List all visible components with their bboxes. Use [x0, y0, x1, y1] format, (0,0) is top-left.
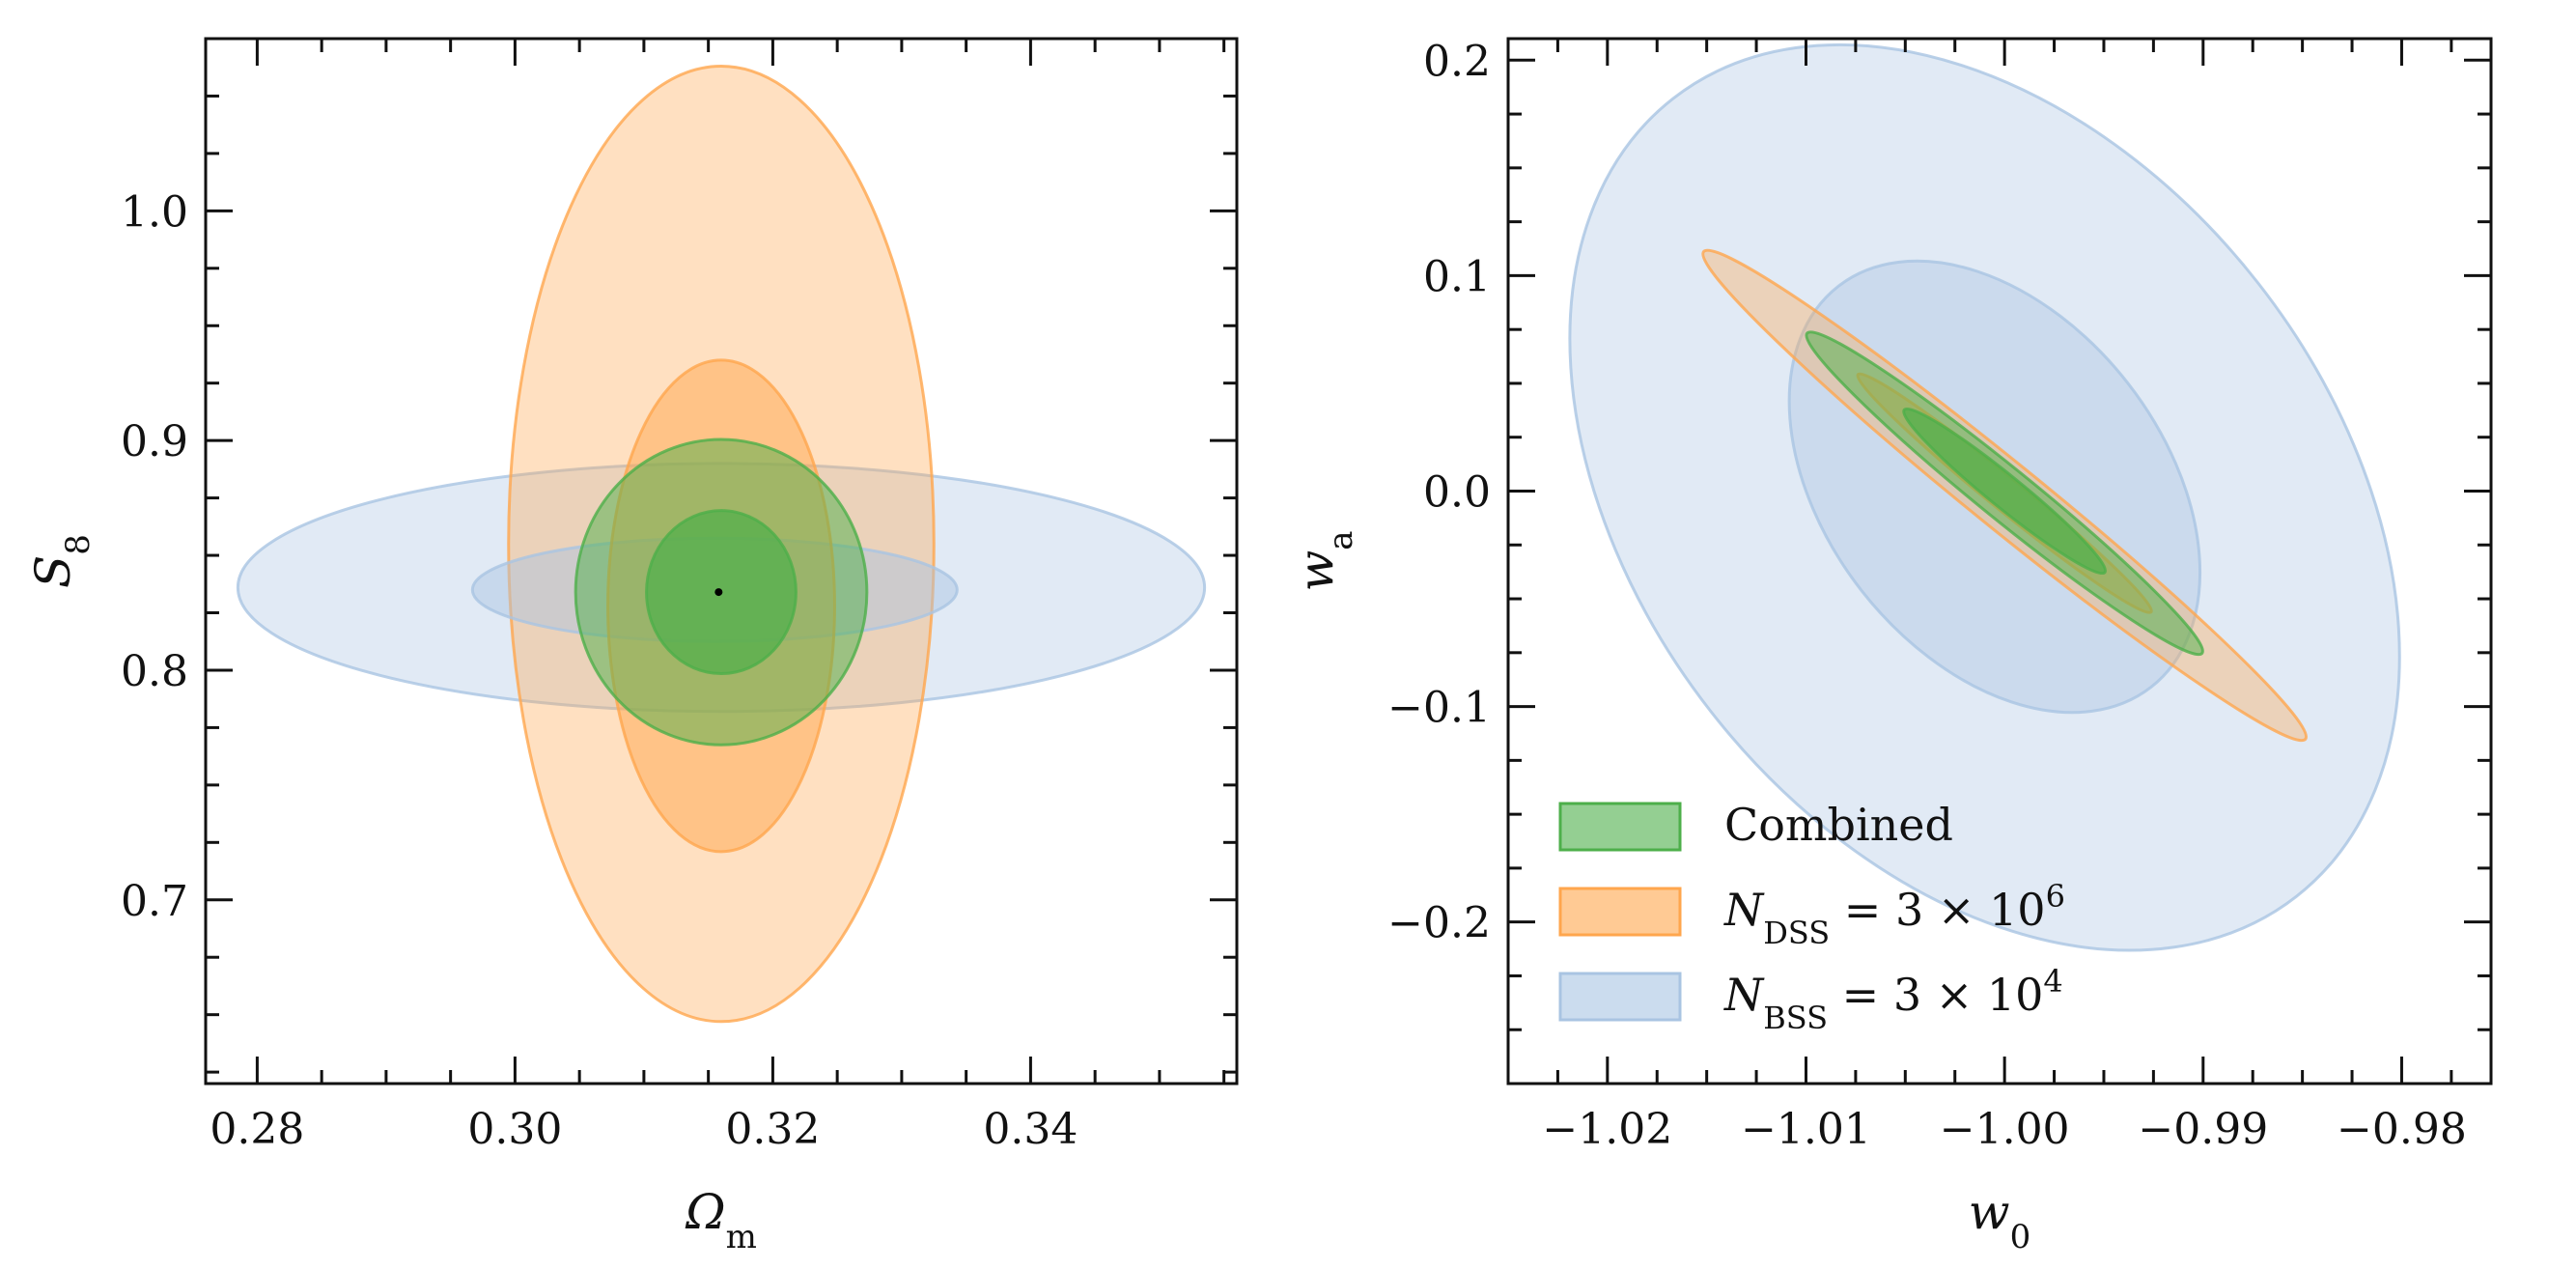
x-tick-label: 0.30: [467, 1105, 562, 1154]
x-tick-label: 0.32: [725, 1105, 820, 1154]
y-tick-label: 1.0: [121, 187, 188, 237]
legend-swatch-dss: [1558, 887, 1682, 937]
contour-combined-68: [1902, 407, 2108, 576]
legend-label-bss: NBSS = 3 × 104: [1723, 963, 2063, 1036]
legend-label-combined: Combined: [1724, 799, 1953, 851]
x-axis-label: w0: [1969, 1184, 2030, 1256]
y-tick-label: 0.7: [121, 877, 188, 926]
y-axis-label: wa: [1288, 530, 1360, 591]
x-tick-label: −0.98: [2337, 1105, 2467, 1154]
x-tick-label: −0.99: [2138, 1105, 2268, 1154]
legend-swatch-bss: [1558, 972, 1682, 1022]
x-tick-label: 0.28: [210, 1105, 304, 1154]
y-tick-label: 0.8: [121, 647, 188, 696]
y-tick-label: 0.9: [121, 417, 188, 466]
chart-panel-right: −1.02 −1.01 −1.00 −0.99 −0.98 −0.2 −0.1 0.0 0.1 0…: [1288, 37, 2493, 1256]
fiducial-point: [714, 588, 723, 597]
axes-frame: [1506, 37, 2493, 1086]
y-tick-label: 0.2: [1423, 37, 1491, 86]
x-tick-label: −1.00: [1940, 1105, 2070, 1154]
x-axis-label: Ωm: [685, 1184, 757, 1256]
legend-swatch-combined: [1558, 802, 1682, 852]
y-tick-label: 0.0: [1423, 467, 1491, 517]
legend-label-dss: NDSS = 3 × 106: [1723, 878, 2065, 951]
y-tick-label: 0.1: [1423, 252, 1491, 301]
y-tick-label: −0.1: [1387, 684, 1491, 733]
legend: Combined NDSS = 3 × 106 NBSS = 3 × 104: [1558, 799, 2065, 1036]
y-tick-label: −0.2: [1387, 899, 1491, 948]
x-tick-label: −1.02: [1542, 1105, 1672, 1154]
y-axis-label: S8: [25, 534, 98, 588]
x-tick-label: −1.01: [1741, 1105, 1871, 1154]
x-tick-label: 0.34: [983, 1105, 1078, 1154]
axes-frame: [204, 37, 1239, 1086]
chart-panel-left: 0.28 0.30 0.32 0.34 0.7 0.8 0.9 1.0 Ωm S8: [25, 37, 1239, 1256]
